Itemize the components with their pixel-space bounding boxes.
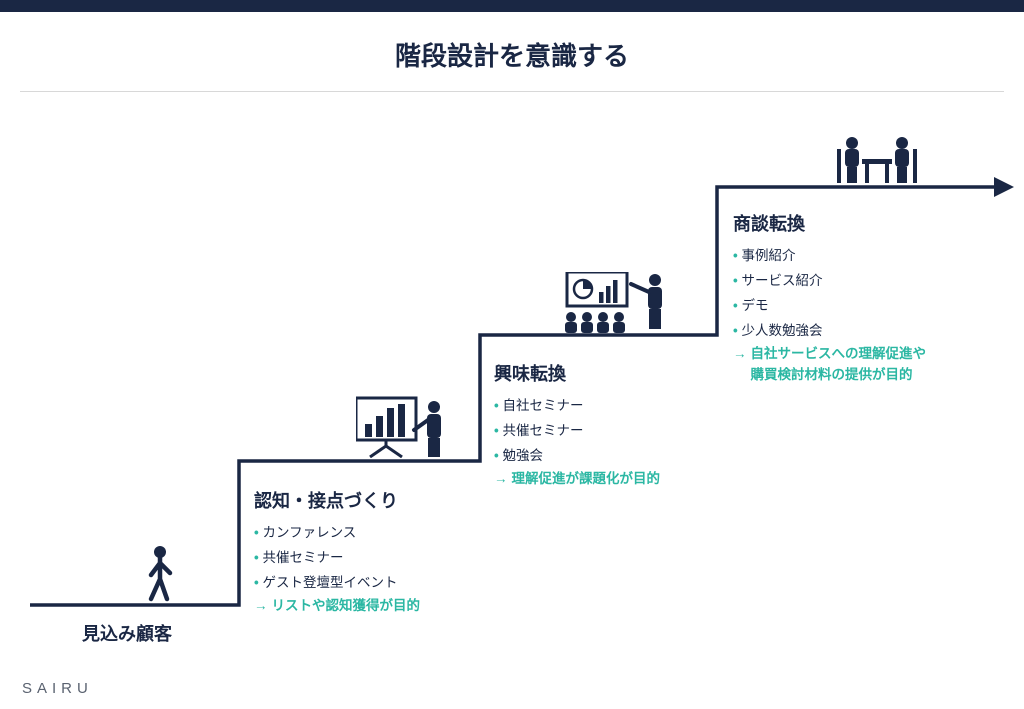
page-title: 階段設計を意識する — [20, 12, 1004, 92]
step-item: 自社セミナー — [494, 394, 660, 419]
step-title: 興味転換 — [494, 360, 660, 386]
presenter-bars-icon — [356, 394, 452, 463]
step-1: 認知・接点づくりカンファレンス共催セミナーゲスト登壇型イベント→リストや認知獲得… — [254, 487, 420, 617]
step-goal: →自社サービスへの理解促進や→購買検討材料の提供が目的 — [733, 344, 926, 386]
step-item: ゲスト登壇型イベント — [254, 571, 420, 596]
step-item: 共催セミナー — [494, 419, 660, 444]
step-item-list: カンファレンス共催セミナーゲスト登壇型イベント — [254, 521, 420, 596]
audience-presentation-icon — [547, 272, 677, 339]
walking-person-icon — [140, 545, 180, 608]
footer-logo: SAIRU — [22, 680, 93, 697]
step-item: カンファレンス — [254, 521, 420, 546]
top-bar — [0, 0, 1024, 12]
step-title: 商談転換 — [733, 210, 926, 236]
step-2: 興味転換自社セミナー共催セミナー勉強会→理解促進が課題化が目的 — [494, 360, 660, 490]
step-item: 共催セミナー — [254, 546, 420, 571]
step-item: サービス紹介 — [733, 269, 926, 294]
step-item: デモ — [733, 294, 926, 319]
step-goal: →リストや認知獲得が目的 — [254, 596, 420, 617]
step-item: 少人数勉強会 — [733, 319, 926, 344]
step-item: 事例紹介 — [733, 244, 926, 269]
step-3: 商談転換事例紹介サービス紹介デモ少人数勉強会→自社サービスへの理解促進や→購買検… — [733, 210, 926, 386]
meeting-table-icon — [832, 135, 922, 190]
step-item-list: 事例紹介サービス紹介デモ少人数勉強会 — [733, 244, 926, 344]
step-item: 勉強会 — [494, 444, 660, 469]
start-label: 見込み顧客 — [82, 620, 172, 646]
step-goal: →理解促進が課題化が目的 — [494, 469, 660, 490]
step-item-list: 自社セミナー共催セミナー勉強会 — [494, 394, 660, 469]
diagram-canvas: 見込み顧客 認知・接点づくりカンファレンス共催セミナーゲスト登壇型イベント→リス… — [0, 92, 1024, 652]
step-title: 認知・接点づくり — [254, 487, 420, 513]
